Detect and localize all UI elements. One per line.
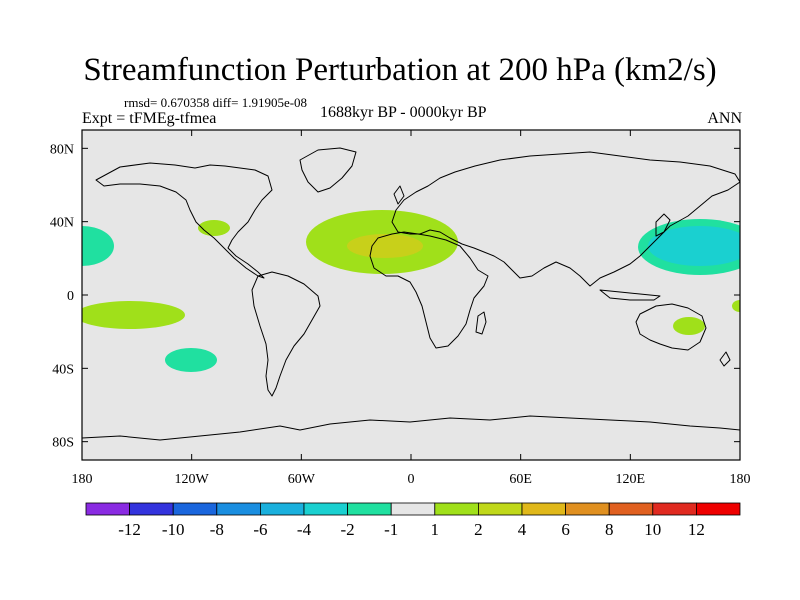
colorbar [85, 502, 741, 516]
africa [369, 231, 489, 349]
antarctica [82, 415, 740, 441]
colorbar-swatch [608, 502, 654, 516]
lat-label: 0 [67, 289, 74, 304]
anomaly-n-africa-core [347, 234, 423, 258]
anomaly-s-pacific [165, 348, 217, 372]
colorbar-swatch [390, 502, 436, 516]
lat-label: 40N [50, 216, 74, 231]
longitude-labels: 180 120W 60W 0 60E 120E 180 [72, 472, 751, 487]
lat-label: 80S [52, 436, 74, 451]
colorbar-swatch [347, 502, 392, 516]
anomaly-nw-pacific-core [648, 226, 740, 266]
anomaly-mexico [198, 220, 230, 236]
lon-label: 60E [509, 472, 532, 487]
lon-label: 60W [288, 472, 316, 487]
lat-label: 80N [50, 142, 74, 157]
colorbar-label: -4 [297, 520, 312, 539]
anomaly-e-australia [673, 317, 705, 335]
madagascar [475, 311, 487, 335]
colorbar-swatch [521, 502, 566, 516]
colorbar-label: 4 [518, 520, 527, 539]
season-label: ANN [707, 110, 742, 127]
colorbar-label: -2 [341, 520, 355, 539]
colorbar-swatch [303, 502, 348, 516]
map-title: Streamfunction Perturbation at 200 hPa (… [83, 52, 717, 88]
lon-label: 180 [72, 472, 93, 487]
colorbar-label: 8 [605, 520, 614, 539]
colorbar-label: -1 [384, 520, 398, 539]
colorbar-swatch [216, 502, 261, 516]
colorbar-swatch [565, 502, 610, 516]
period-label: 1688kyr BP - 0000kyr BP [320, 104, 487, 121]
colorbar-swatch [172, 502, 218, 516]
eurasia [391, 151, 740, 287]
colorbar-label: 2 [474, 520, 483, 539]
uk [393, 185, 405, 205]
colorbar-swatch [696, 502, 741, 516]
new-zealand [719, 351, 731, 367]
lon-label: 180 [730, 472, 751, 487]
map-ticks [81, 130, 741, 460]
australia [635, 303, 707, 351]
colorbar-swatch [434, 502, 479, 516]
lat-label: 40S [52, 362, 74, 377]
anomaly-ne-pacific [82, 226, 114, 266]
lon-label: 120W [175, 472, 210, 487]
north-america [95, 162, 273, 279]
colorbar-label: 12 [688, 520, 705, 539]
colorbar-swatch [129, 502, 174, 516]
colorbar-swatch [477, 502, 523, 516]
colorbar-label: -8 [210, 520, 224, 539]
colorbar-swatch [652, 502, 697, 516]
colorbar-swatch [259, 502, 305, 516]
colorbar-label: -10 [162, 520, 185, 539]
japan [655, 213, 671, 237]
lon-label: 120E [616, 472, 646, 487]
map-background [82, 130, 740, 460]
colorbar-label: -12 [118, 520, 141, 539]
latitude-labels: 80N 40N 0 40S 80S [50, 142, 74, 450]
stats-line: rmsd= 0.670358 diff= 1.91905e-08 [124, 95, 308, 110]
greenland [299, 147, 357, 193]
colorbar-labels: -12 -10 -8 -6 -4 -2 -1 1 2 4 6 8 10 12 [118, 520, 705, 539]
colorbar-label: -6 [253, 520, 267, 539]
south-america [251, 271, 321, 397]
colorbar-label: 10 [644, 520, 661, 539]
indonesia [599, 289, 661, 301]
colorbar-swatch [85, 502, 130, 516]
colorbar-label: 6 [561, 520, 570, 539]
lon-label: 0 [408, 472, 415, 487]
colorbar-label: 1 [431, 520, 440, 539]
anomaly-se-pacific-east [732, 300, 740, 312]
anomaly-se-pacific [82, 301, 185, 329]
coastlines [82, 147, 740, 441]
experiment-label: Expt = tFMEg-tfmea [82, 110, 217, 127]
